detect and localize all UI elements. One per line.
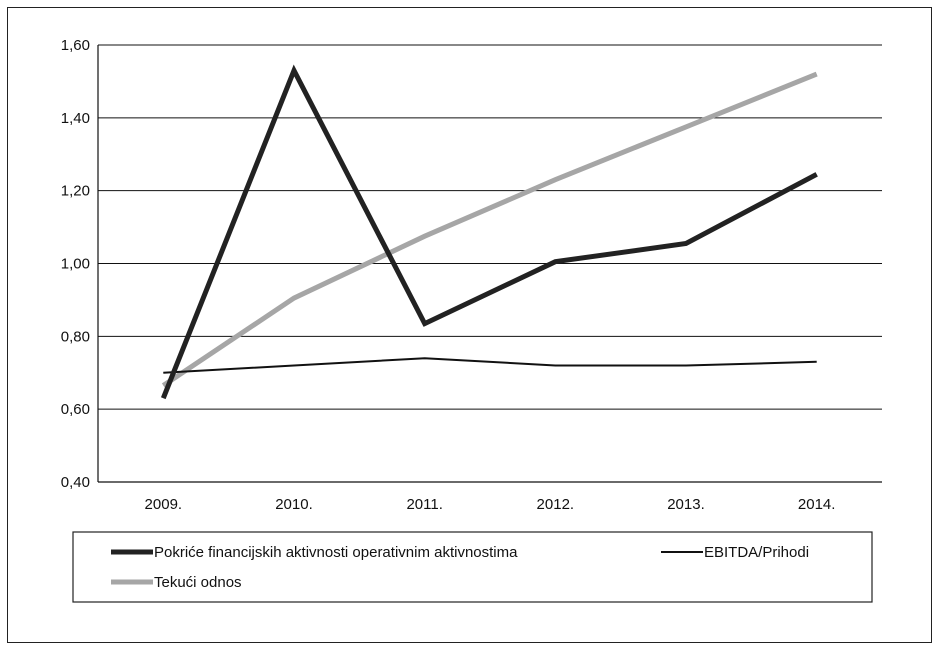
x-tick-label: 2013. (667, 496, 705, 513)
y-tick-label: 0,80 (61, 328, 90, 345)
axes (97, 45, 882, 483)
x-tick-label: 2010. (275, 496, 313, 513)
series-line-2 (163, 357, 817, 374)
series-line-3 (161, 71, 818, 388)
y-tick-label: 1,40 (61, 110, 90, 127)
y-tick-label: 0,60 (61, 401, 90, 418)
x-tick-label: 2014. (798, 496, 836, 513)
y-tick-label: 1,00 (61, 256, 90, 273)
legend-label: EBITDA/Prihodi (704, 544, 809, 561)
legend-box (72, 531, 873, 603)
legend-label: Pokriće financijskih aktivnosti operativ… (154, 544, 518, 561)
y-tick-label: 0,40 (61, 474, 90, 491)
legend: Pokriće financijskih aktivnosti operativ… (72, 531, 873, 603)
x-tick-label: 2012. (537, 496, 575, 513)
y-tick-label: 1,20 (61, 183, 90, 200)
y-axis-ticks: 0,40 0,60 0,80 1,00 1,20 1,40 1,60 (61, 37, 90, 491)
y-tick-label: 1,60 (61, 37, 90, 54)
x-tick-label: 2011. (406, 496, 442, 513)
x-tick-label: 2009. (145, 496, 183, 513)
legend-label: Tekući odnos (154, 574, 242, 591)
series-line-1 (160, 64, 818, 400)
x-axis-ticks: 2009. 2010. 2011. 2012. 2013. 2014. (145, 496, 836, 513)
series-lines (160, 64, 818, 400)
